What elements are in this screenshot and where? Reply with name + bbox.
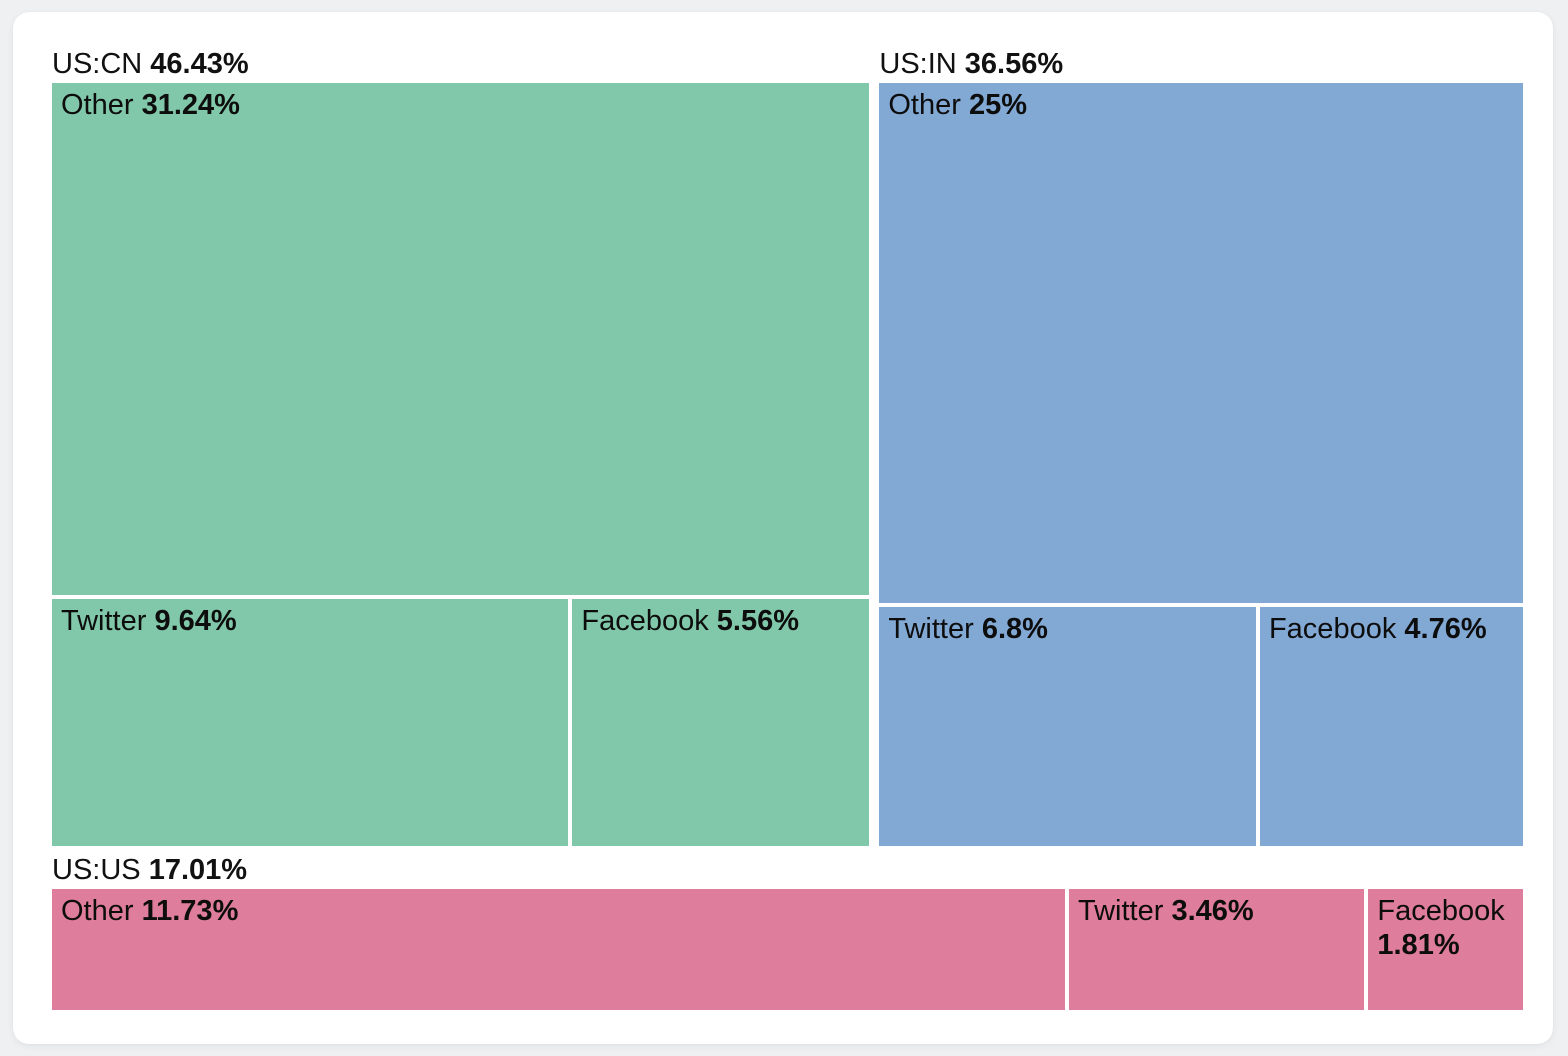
cell-label: Twitter 6.8% bbox=[879, 607, 1256, 651]
group-cells-us-in: Other 25% Twitter 6.8% Facebook 4. bbox=[879, 83, 1523, 847]
cell-name: Facebook bbox=[1268, 612, 1397, 645]
treemap: US:CN 46.43% Other 31.24% Twitter 9.64% bbox=[52, 48, 1523, 1010]
group-us-cn: US:CN 46.43% Other 31.24% Twitter 9.64% bbox=[52, 48, 870, 847]
cell-name: Twitter bbox=[1077, 895, 1164, 928]
group-value: 17.01% bbox=[148, 854, 248, 887]
treemap-band-top: US:CN 46.43% Other 31.24% Twitter 9.64% bbox=[52, 48, 1523, 847]
cell-label: Facebook 4.76% bbox=[1260, 607, 1523, 651]
group-name: US:IN bbox=[879, 48, 957, 80]
cell-label: Twitter 3.46% bbox=[1069, 889, 1364, 933]
cell-value: 5.56% bbox=[716, 604, 800, 637]
cell-us-in-facebook[interactable]: Facebook 4.76% bbox=[1259, 606, 1523, 847]
cell-name: Twitter bbox=[888, 612, 974, 645]
cell-label: Other 31.24% bbox=[52, 83, 869, 127]
cell-value: 6.8% bbox=[981, 612, 1048, 645]
group-cells-us-cn: Other 31.24% Twitter 9.64% Facebook bbox=[52, 83, 870, 847]
treemap-card: US:CN 46.43% Other 31.24% Twitter 9.64% bbox=[13, 12, 1553, 1044]
cell-label: Facebook 5.56% bbox=[572, 599, 869, 643]
cell-value: 9.64% bbox=[154, 604, 237, 637]
cell-name: Facebook bbox=[581, 604, 709, 637]
cell-value: 4.76% bbox=[1404, 612, 1487, 645]
cell-label: Twitter 9.64% bbox=[52, 599, 568, 643]
group-us-in: US:IN 36.56% Other 25% Twitter 6.8% bbox=[879, 48, 1523, 847]
cell-us-us-other[interactable]: Other 11.73% bbox=[52, 889, 1065, 1010]
cell-us-us-facebook[interactable]: Facebook 1.81% bbox=[1368, 889, 1523, 1010]
cell-label: Facebook 1.81% bbox=[1368, 889, 1523, 967]
treemap-band-bottom: US:US 17.01% Other 11.73% Twitter 3.46% bbox=[52, 846, 1523, 1010]
cell-value: 1.81% bbox=[1377, 929, 1460, 962]
cell-label: Other 11.73% bbox=[52, 889, 1065, 933]
group-label-us-us: US:US 17.01% bbox=[52, 854, 1523, 889]
cell-name: Twitter bbox=[61, 604, 147, 637]
cell-name: Other bbox=[61, 895, 134, 928]
group-label-us-cn: US:CN 46.43% bbox=[52, 48, 869, 83]
cell-name: Other bbox=[61, 89, 134, 121]
cell-label: Other 25% bbox=[879, 83, 1523, 127]
cell-value: 25% bbox=[968, 89, 1028, 121]
cell-name: Facebook bbox=[1377, 895, 1505, 928]
group-us-us: US:US 17.01% Other 11.73% Twitter 3.46% bbox=[52, 854, 1523, 1010]
group-label-us-in: US:IN 36.56% bbox=[879, 48, 1523, 83]
cell-us-us-twitter[interactable]: Twitter 3.46% bbox=[1068, 889, 1365, 1010]
group-name: US:CN bbox=[52, 48, 143, 80]
group-value: 36.56% bbox=[964, 48, 1064, 80]
group-cells-us-us: Other 11.73% Twitter 3.46% Facebook bbox=[52, 889, 1523, 1010]
cell-us-in-other[interactable]: Other 25% bbox=[879, 83, 1523, 603]
cell-us-cn-twitter[interactable]: Twitter 9.64% bbox=[52, 598, 569, 847]
group-name: US:US bbox=[52, 854, 141, 887]
cell-value: 3.46% bbox=[1171, 895, 1254, 928]
cell-value: 31.24% bbox=[141, 89, 240, 121]
cell-us-cn-other[interactable]: Other 31.24% bbox=[52, 83, 870, 595]
cell-us-in-twitter[interactable]: Twitter 6.8% bbox=[879, 606, 1256, 847]
group-value: 46.43% bbox=[150, 48, 249, 80]
cell-us-cn-facebook[interactable]: Facebook 5.56% bbox=[572, 598, 870, 847]
cell-name: Other bbox=[888, 89, 961, 121]
cell-value: 11.73% bbox=[141, 895, 239, 928]
